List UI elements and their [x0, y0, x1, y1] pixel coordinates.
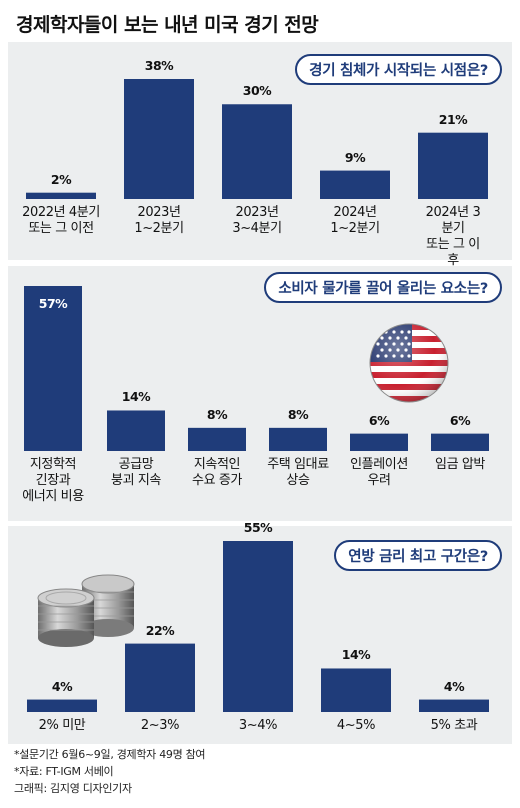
bar — [188, 427, 246, 451]
chart-svg-recession-timing — [26, 79, 488, 199]
chart-panel-recession-timing: 경기 침체가 시작되는 시점은? 2% 2022년 4분기 또는 그 이전 38% 2… — [8, 42, 512, 268]
value-label: 2% — [50, 171, 72, 187]
category-label: 2023년 1~2분기 — [134, 205, 184, 236]
value-label: 22% — [145, 622, 175, 638]
bar — [320, 170, 390, 199]
chart-panel-price-factors: 소비자 물가를 끌어 올리는 요소는? — [8, 266, 512, 521]
value-label: 55% — [243, 520, 273, 535]
chart-panel-fed-rate: 연방 금리 최고 구간은? — [8, 520, 512, 744]
category-label: 2% 미만 — [38, 718, 86, 733]
chart-title-fed-rate: 연방 금리 최고 구간은? — [334, 540, 502, 571]
value-label: 57% — [38, 296, 68, 311]
source-note: *자료: FT-IGM 서베이 — [14, 765, 114, 778]
category-label: 3~4% — [238, 718, 278, 733]
value-label: 14% — [341, 647, 371, 663]
category-label: 공급망 붕괴 지속 — [111, 457, 161, 488]
bar — [269, 427, 327, 451]
bar — [222, 104, 292, 199]
category-label: 4~5% — [336, 718, 376, 733]
category-label: 2024년 3분기 또는 그 이후 — [425, 205, 481, 268]
value-label: 8% — [206, 406, 228, 422]
value-label: 6% — [368, 412, 390, 428]
bar — [125, 643, 195, 712]
value-label: 6% — [449, 412, 471, 428]
value-label: 21% — [438, 111, 468, 127]
bar — [223, 541, 293, 712]
bar — [107, 410, 165, 451]
category-label: 2~3% — [140, 718, 180, 733]
category-label: 인플레이션 우려 — [350, 457, 408, 488]
chart-svg-fed-rate — [27, 541, 489, 712]
category-label: 주택 임대료 상승 — [267, 457, 329, 488]
category-label: 임금 압박 — [435, 457, 485, 472]
us-flag-icon — [368, 322, 450, 404]
bar — [419, 699, 489, 712]
bar — [24, 286, 82, 451]
value-label: 4% — [51, 678, 73, 694]
bar — [321, 668, 391, 712]
value-label: 8% — [287, 406, 309, 422]
category-label: 2023년 3~4분기 — [232, 205, 282, 236]
bar — [124, 79, 194, 199]
category-label: 2022년 4분기 또는 그 이전 — [22, 205, 100, 236]
bar — [350, 433, 408, 451]
value-label: 14% — [121, 389, 151, 405]
category-label: 지정학적 긴장과 에너지 비용 — [22, 457, 84, 504]
bar — [431, 433, 489, 451]
category-label: 5% 초과 — [430, 718, 478, 733]
chart-title-price-factors: 소비자 물가를 끌어 올리는 요소는? — [264, 272, 502, 303]
value-label: 4% — [443, 678, 465, 694]
credit-note: 그래픽: 김지영 디자인기자 — [14, 782, 132, 795]
bar — [418, 132, 488, 199]
value-label: 30% — [242, 83, 272, 99]
coins-icon — [34, 570, 140, 650]
bar — [27, 699, 97, 712]
value-label: 9% — [344, 149, 366, 165]
bar — [26, 192, 96, 199]
chart-svg-price-factors — [24, 286, 489, 451]
value-label: 38% — [144, 58, 174, 73]
category-label: 지속적인 수요 증가 — [192, 457, 242, 488]
category-label: 2024년 1~2분기 — [330, 205, 380, 236]
page-title: 경제학자들이 보는 내년 미국 경기 전망 — [16, 14, 319, 36]
survey-note: *설문기간 6월6~9일, 경제학자 49명 참여 — [14, 748, 206, 761]
chart-title-recession-timing: 경기 침체가 시작되는 시점은? — [295, 54, 502, 85]
